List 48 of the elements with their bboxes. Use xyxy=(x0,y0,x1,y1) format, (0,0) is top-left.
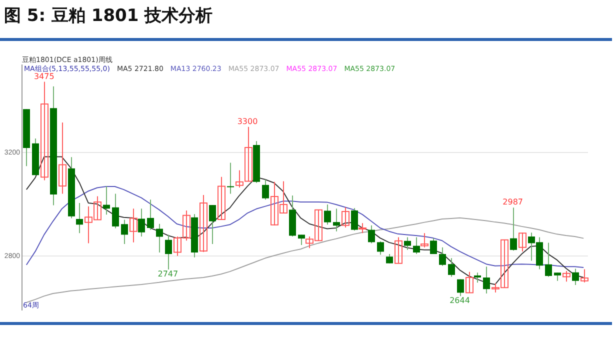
candlestick xyxy=(138,208,145,237)
candlestick xyxy=(572,268,579,286)
candlestick xyxy=(510,207,517,252)
chart-title: 图 5: 豆粕 1801 技术分析 xyxy=(4,5,213,27)
candlestick xyxy=(439,246,446,266)
candlestick xyxy=(165,234,172,270)
candlestick xyxy=(351,208,358,232)
candlestick xyxy=(483,266,490,294)
candlestick xyxy=(518,232,526,252)
candlestick xyxy=(430,238,437,255)
candlestick xyxy=(200,194,208,252)
candlestick xyxy=(40,81,48,181)
candlestick xyxy=(76,202,83,234)
candlestick xyxy=(218,176,226,220)
candlestick xyxy=(368,224,375,244)
candlestick xyxy=(377,240,384,256)
candlestick xyxy=(580,268,588,283)
candlestick xyxy=(112,193,119,229)
candlestick xyxy=(130,208,138,243)
annotation: 2644 xyxy=(450,296,470,306)
candlestick xyxy=(420,232,428,248)
candlestick xyxy=(386,254,393,264)
annotation: 3300 xyxy=(237,116,258,126)
candlestick xyxy=(457,278,464,297)
candlestick xyxy=(147,199,154,230)
candlestick xyxy=(562,270,570,282)
candlestick xyxy=(466,271,474,294)
candlestick xyxy=(324,204,331,226)
candlestick xyxy=(333,208,340,232)
candlestick xyxy=(404,236,411,250)
candlestick xyxy=(103,186,110,216)
candlestick xyxy=(209,204,216,244)
candlestick xyxy=(262,179,269,200)
candlestick xyxy=(394,236,402,264)
candlestick xyxy=(342,206,350,228)
candlestick xyxy=(298,234,305,246)
candlestick xyxy=(474,272,481,284)
annotation: 2747 xyxy=(158,270,178,279)
candlestick xyxy=(58,122,66,194)
candlestick xyxy=(545,242,552,278)
annotation: 2987 xyxy=(502,198,524,207)
annotation: 3475 xyxy=(34,72,54,81)
candlestick xyxy=(156,223,163,253)
candlestick xyxy=(227,162,234,194)
candlestick xyxy=(413,236,420,255)
candlestick xyxy=(358,222,366,234)
candlestick xyxy=(121,219,128,244)
candlestick xyxy=(448,258,455,278)
